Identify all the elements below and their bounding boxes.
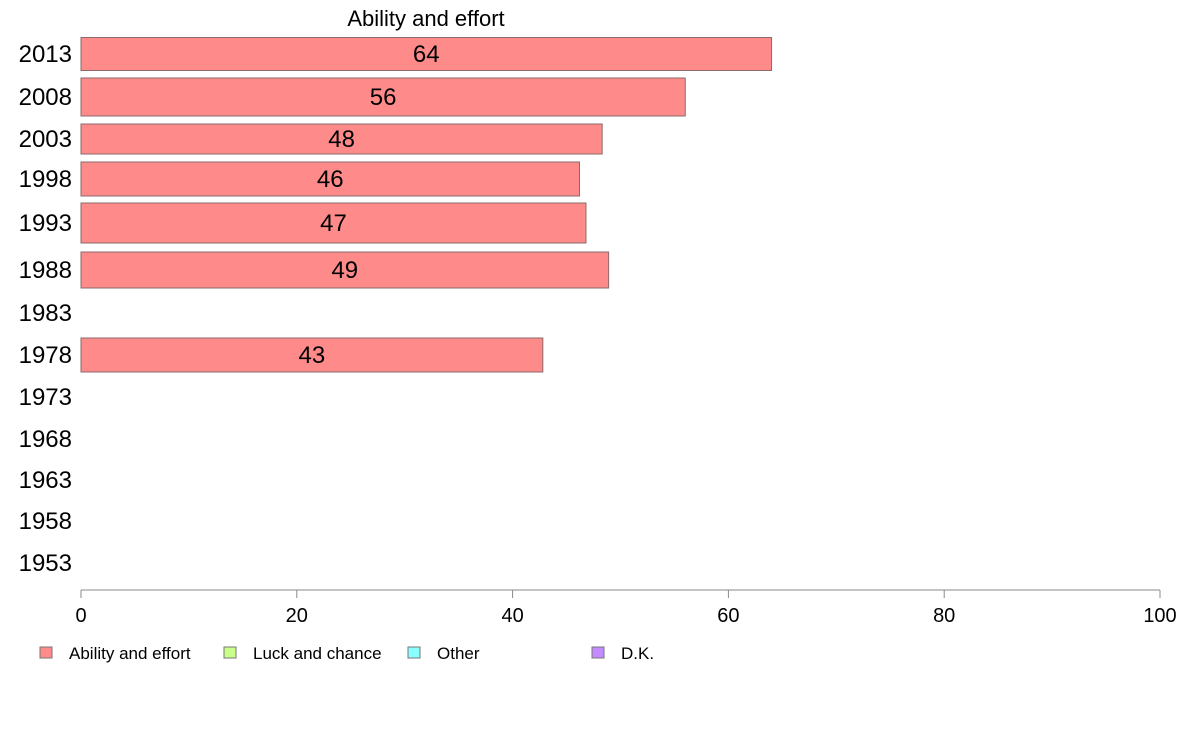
y-tick-label: 2008 xyxy=(19,84,72,111)
legend-label: D.K. xyxy=(621,644,654,663)
y-tick-label: 1993 xyxy=(19,210,72,237)
bar-value-label: 64 xyxy=(413,41,440,68)
bar-value-label: 43 xyxy=(299,342,326,369)
x-tick-label: 0 xyxy=(75,605,86,627)
x-tick-label: 60 xyxy=(717,605,739,627)
x-tick-label: 80 xyxy=(933,605,955,627)
legend-swatch xyxy=(407,646,421,659)
bar-value-label: 49 xyxy=(331,257,358,284)
bar-value-label: 48 xyxy=(328,126,355,153)
x-tick-label: 100 xyxy=(1143,605,1176,627)
y-tick-label: 1958 xyxy=(19,508,72,535)
y-tick-label: 1953 xyxy=(19,550,72,577)
legend: Ability and effort Luck and chance Other D.… xyxy=(39,644,654,663)
chart-title: Ability and effort xyxy=(347,6,504,31)
legend-label: Other xyxy=(437,644,480,663)
y-tick-label: 1983 xyxy=(19,300,72,327)
bar-value-label: 47 xyxy=(320,210,347,237)
y-tick-label: 1963 xyxy=(19,467,72,494)
legend-label: Luck and chance xyxy=(253,644,382,663)
legend-swatch xyxy=(39,646,53,659)
bar-value-label: 46 xyxy=(317,166,344,193)
legend-swatch xyxy=(591,646,605,659)
y-tick-label: 2013 xyxy=(19,41,72,68)
y-tick-label: 1998 xyxy=(19,166,72,193)
y-tick-label: 1968 xyxy=(19,426,72,453)
bar xyxy=(80,337,544,373)
bar xyxy=(80,161,580,197)
x-tick-label: 20 xyxy=(286,605,308,627)
legend-label: Ability and effort xyxy=(69,644,191,663)
y-tick-label: 1978 xyxy=(19,342,72,369)
bar xyxy=(80,123,603,155)
y-tick-label: 2003 xyxy=(19,126,72,153)
bar xyxy=(80,77,686,117)
y-axis-labels: 2013 2008 2003 1998 1993 1988 1983 1978 1973 1968… xyxy=(19,41,72,577)
bars: 64 56 48 46 47 49 43 xyxy=(80,37,773,373)
bar xyxy=(80,202,587,244)
bar-value-label: 56 xyxy=(370,84,397,111)
x-axis: 0 20 40 60 80 100 xyxy=(75,589,1177,627)
y-tick-label: 1988 xyxy=(19,257,72,284)
y-tick-label: 1973 xyxy=(19,384,72,411)
bar xyxy=(80,251,610,289)
x-tick-label: 40 xyxy=(501,605,523,627)
legend-swatch xyxy=(223,646,237,659)
bar xyxy=(80,37,773,71)
